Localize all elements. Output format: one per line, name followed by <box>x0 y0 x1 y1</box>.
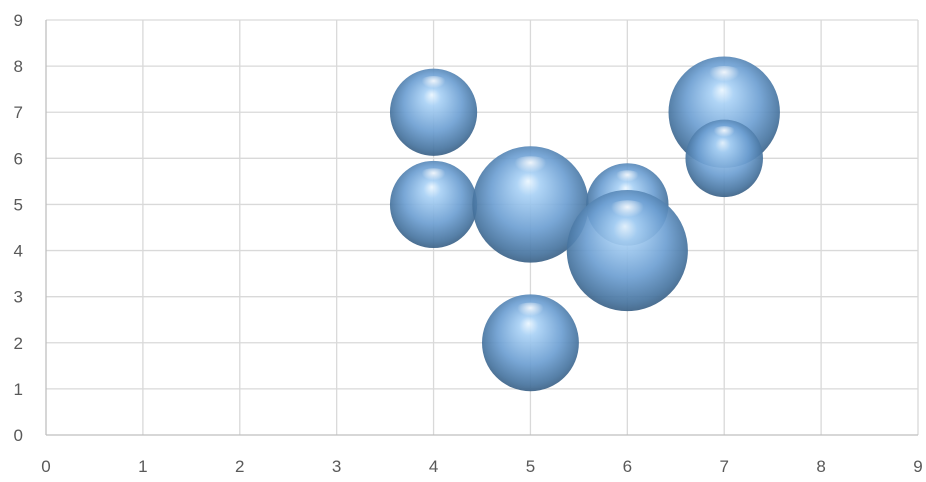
bubble-point <box>482 294 579 392</box>
bubble <box>566 190 688 312</box>
y-tick-labels: 0 1 2 3 4 5 6 7 8 9 <box>14 11 23 445</box>
x-tick-label: 3 <box>332 457 341 476</box>
bubble-point <box>472 146 589 263</box>
y-tick-label: 0 <box>14 426 23 445</box>
bubble <box>389 68 478 156</box>
x-tick-label: 9 <box>913 457 922 476</box>
x-tick-label: 6 <box>623 457 632 476</box>
bubble-highlight <box>699 65 750 98</box>
y-tick-label: 1 <box>14 380 23 399</box>
x-tick-label: 0 <box>41 457 50 476</box>
bubble-highlight <box>600 200 655 235</box>
bubble-highlight <box>413 76 454 101</box>
y-tick-label: 9 <box>14 11 23 30</box>
bubble-point <box>566 190 688 312</box>
x-tick-label: 4 <box>429 457 438 476</box>
bubble-point <box>685 119 763 198</box>
x-tick-label: 2 <box>235 457 244 476</box>
bubble <box>482 294 579 392</box>
bubble-point <box>389 160 478 249</box>
x-tick-label: 7 <box>719 457 728 476</box>
bubble-highlight <box>508 302 553 330</box>
bubble-highlight <box>413 168 454 193</box>
y-tick-label: 2 <box>14 334 23 353</box>
bubble <box>685 119 763 198</box>
y-tick-label: 6 <box>14 149 23 168</box>
y-tick-label: 7 <box>14 103 23 122</box>
bubble <box>472 146 589 263</box>
x-tick-label: 5 <box>526 457 535 476</box>
y-tick-label: 4 <box>14 242 23 261</box>
y-tick-label: 8 <box>14 57 23 76</box>
bubble-highlight <box>608 170 646 194</box>
y-tick-label: 3 <box>14 288 23 307</box>
bubble-point <box>389 68 478 156</box>
bubble-series <box>389 56 780 392</box>
y-tick-label: 5 <box>14 195 23 214</box>
bubble <box>389 160 478 249</box>
axes <box>45 20 918 436</box>
bubble-highlight <box>504 156 557 189</box>
bubble-highlight <box>706 126 742 148</box>
x-tick-label: 1 <box>138 457 147 476</box>
x-tick-labels: 0 1 2 3 4 5 6 7 8 9 <box>41 457 922 476</box>
x-tick-label: 8 <box>816 457 825 476</box>
